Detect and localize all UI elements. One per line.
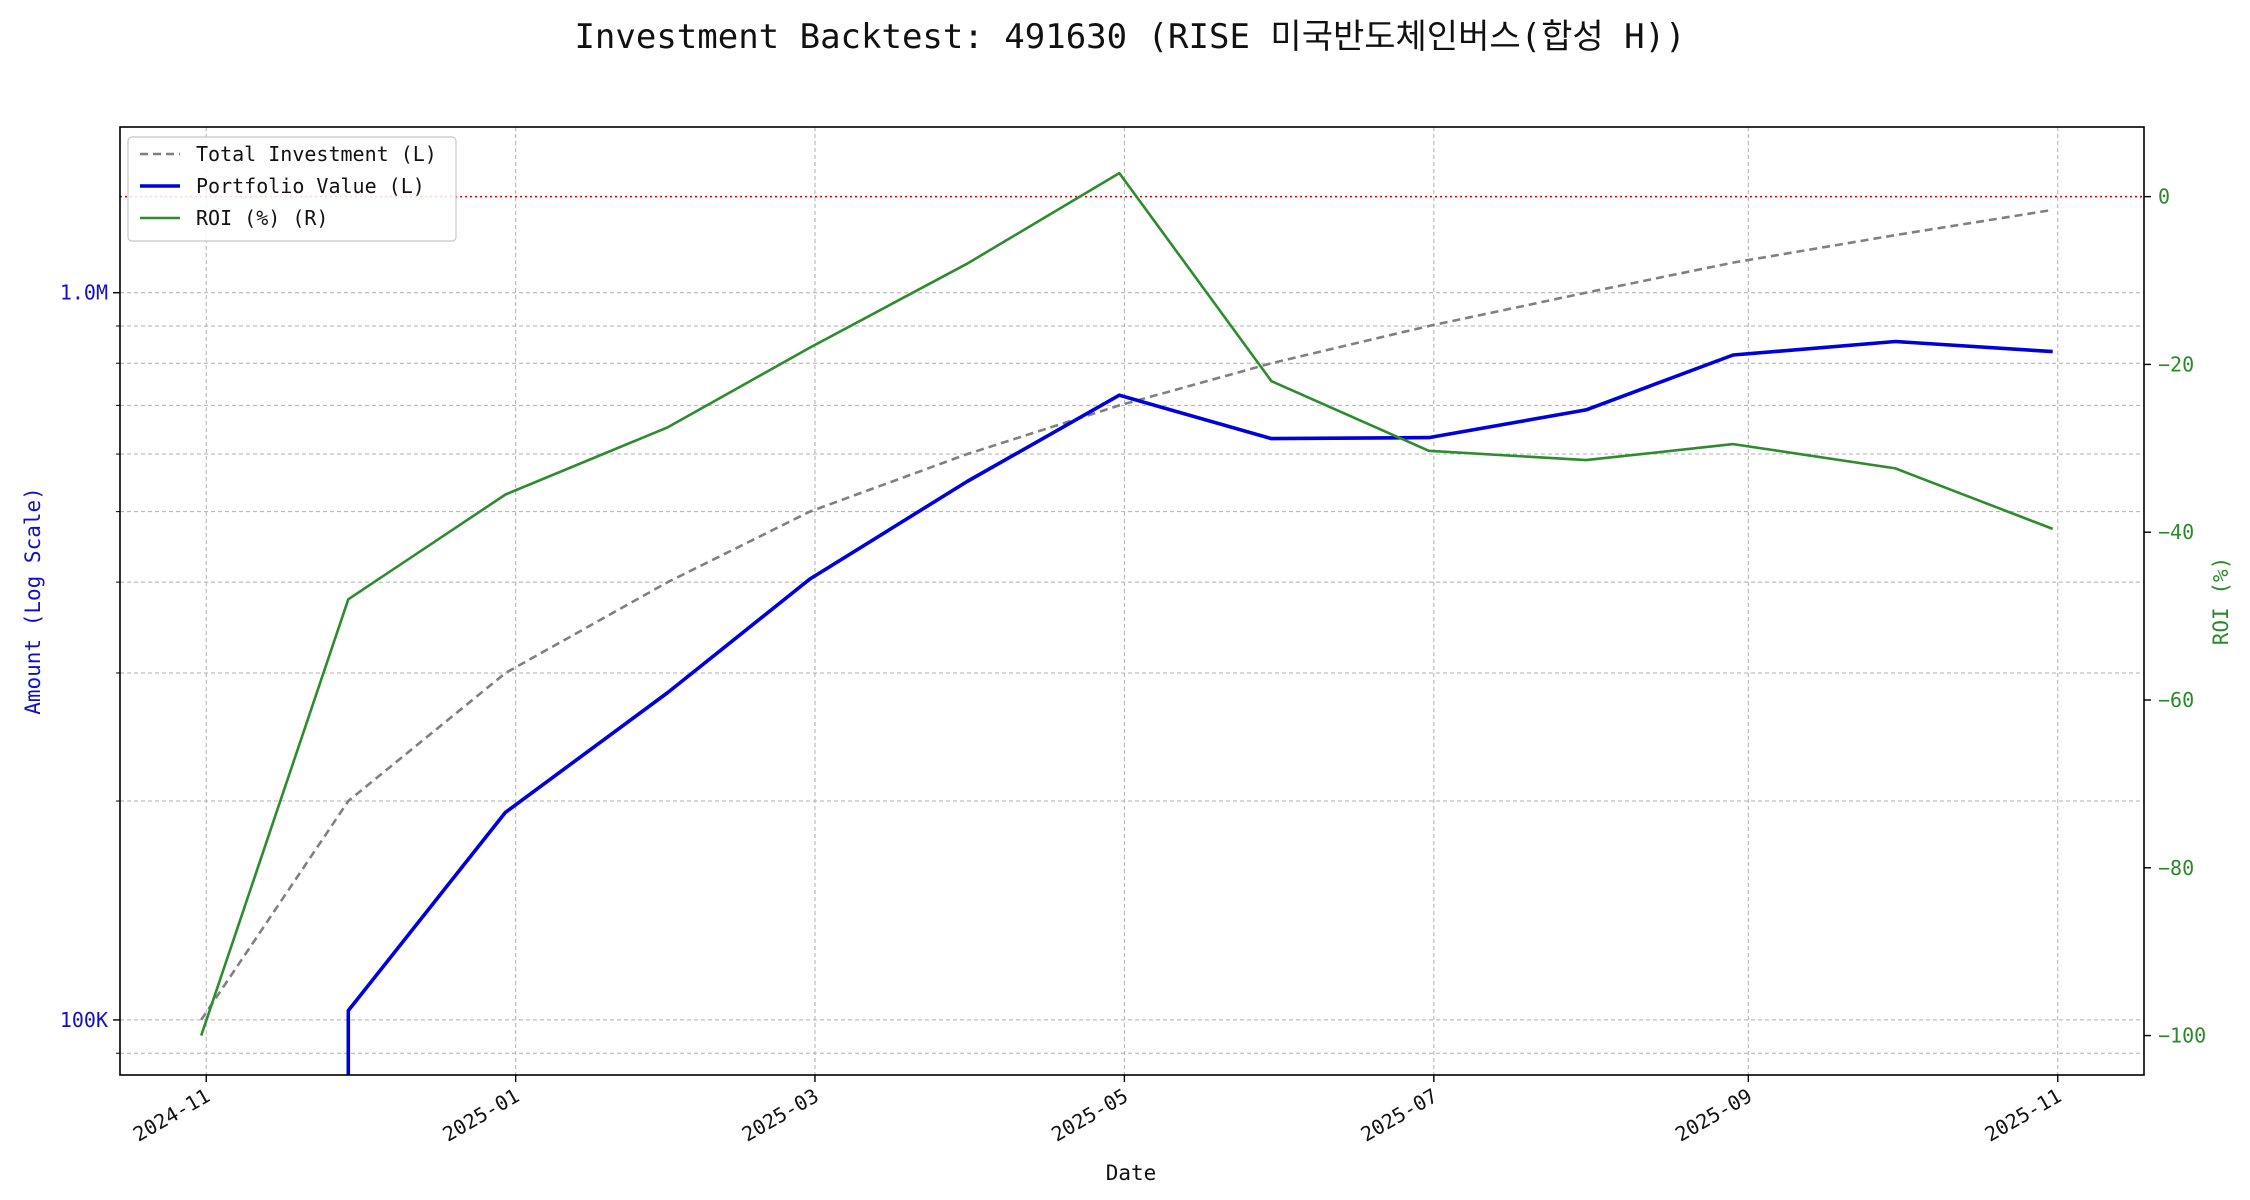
legend-label-portfolio-value: Portfolio Value (L) bbox=[196, 174, 425, 198]
y-right-tick-label: −100 bbox=[2158, 1024, 2206, 1048]
y-right-tick-label: −60 bbox=[2158, 688, 2194, 712]
y-right-tick-label: 0 bbox=[2158, 185, 2170, 209]
y-right-tick-label: −40 bbox=[2158, 520, 2194, 544]
legend-label-total-investment: Total Investment (L) bbox=[196, 142, 437, 166]
y-axis-right-label: ROI (%) bbox=[2209, 557, 2233, 646]
series-line-total-investment bbox=[200, 208, 2053, 1021]
x-axis-label: Date bbox=[1106, 1161, 1157, 1185]
y-left-tick-label: 100K bbox=[60, 1008, 108, 1032]
legend-box bbox=[127, 136, 457, 242]
legend: Total Investment (L) Portfolio Value (L)… bbox=[127, 136, 457, 242]
plot-frame bbox=[119, 126, 2145, 1076]
series-layer bbox=[199, 171, 2054, 1075]
legend-label-roi: ROI (%) (R) bbox=[196, 206, 328, 230]
y-left-tick-label: 1.0M bbox=[60, 281, 108, 305]
series-line-roi bbox=[199, 171, 2054, 1037]
grid-layer bbox=[120, 127, 2144, 1075]
chart-title: Investment Backtest: 491630 (RISE 미국반도체인… bbox=[574, 17, 1685, 57]
series-line-portfolio-value bbox=[346, 339, 2053, 1075]
y-right-tick-label: −20 bbox=[2158, 352, 2194, 376]
y-axis-left-label: Amount (Log Scale) bbox=[21, 487, 45, 715]
y-right-tick-label: −80 bbox=[2158, 856, 2194, 880]
